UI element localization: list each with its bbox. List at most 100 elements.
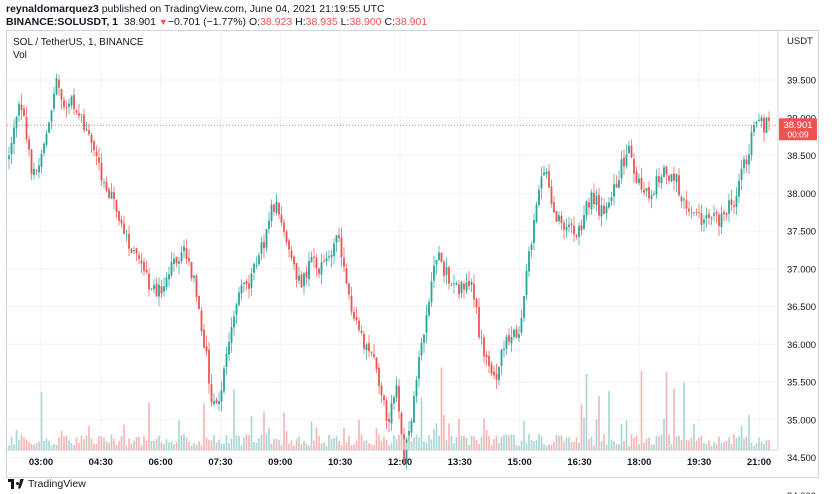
candle[interactable] [508,335,510,342]
volume-bar[interactable] [210,440,213,450]
candle[interactable] [105,181,108,191]
candle[interactable] [90,134,93,144]
footer-brand[interactable]: TradingView [28,478,86,490]
volume-bar[interactable] [130,443,133,450]
volume-bar[interactable] [250,416,253,450]
candle[interactable] [88,130,90,135]
candle[interactable] [75,110,78,113]
candle[interactable] [393,397,395,404]
candle[interactable] [413,396,415,423]
volume-bar[interactable] [103,437,105,450]
candle[interactable] [608,202,610,208]
volume-bar[interactable] [18,439,20,450]
volume-bar[interactable] [330,439,333,450]
candle[interactable] [38,165,40,173]
candle[interactable] [555,211,558,222]
volume-bar[interactable] [390,443,393,450]
volume-bar[interactable] [325,445,328,450]
volume-bar[interactable] [283,412,285,450]
candle[interactable] [605,206,608,214]
volume-bar[interactable] [560,435,563,450]
candle[interactable] [625,154,628,167]
candle[interactable] [595,195,598,206]
candle[interactable] [520,317,523,333]
candle[interactable] [333,243,335,256]
candle[interactable] [120,219,123,224]
candle[interactable] [410,421,413,433]
candle[interactable] [643,189,645,193]
volume-bar[interactable] [695,440,698,450]
candle[interactable] [503,348,505,351]
candle[interactable] [365,344,368,351]
candle[interactable] [83,114,85,131]
candle[interactable] [475,299,478,308]
candle[interactable] [515,329,518,338]
volume-bar[interactable] [735,437,738,450]
volume-bar[interactable] [578,442,580,450]
volume-bar[interactable] [465,437,468,450]
candle[interactable] [100,162,103,181]
volume-bar[interactable] [570,442,573,450]
candle[interactable] [768,117,770,121]
volume-bar[interactable] [593,445,595,450]
candle[interactable] [618,180,620,188]
volume-bar[interactable] [90,438,93,450]
candle[interactable] [485,354,488,358]
volume-bar[interactable] [355,440,358,450]
candle[interactable] [315,257,318,269]
candle[interactable] [145,269,148,273]
volume-bar[interactable] [53,444,55,450]
candle[interactable] [155,283,158,297]
volume-bar[interactable] [363,441,365,450]
candle[interactable] [35,170,38,172]
volume-bar[interactable] [508,435,510,450]
volume-bar[interactable] [660,434,663,450]
volume-bar[interactable] [200,445,203,450]
volume-bar[interactable] [763,443,765,450]
candle[interactable] [483,337,485,357]
volume-bar[interactable] [288,443,290,450]
candle[interactable] [300,274,303,288]
candle[interactable] [645,188,648,192]
volume-bar[interactable] [165,439,168,450]
volume-bar[interactable] [503,434,505,450]
candle[interactable] [125,234,128,236]
volume-bar[interactable] [345,442,348,450]
candle[interactable] [353,312,355,319]
volume-bar[interactable] [445,440,448,450]
volume-bar[interactable] [350,445,353,450]
candle[interactable] [20,104,23,111]
volume-bar[interactable] [293,445,295,450]
candle[interactable] [390,403,393,424]
volume-bar[interactable] [710,445,713,450]
volume-bar[interactable] [533,441,535,450]
volume-bar[interactable] [123,424,125,450]
candle[interactable] [438,252,440,260]
candle[interactable] [110,191,113,199]
candle[interactable] [323,260,325,262]
volume-bar[interactable] [605,444,608,450]
volume-bar[interactable] [145,440,148,450]
volume-bar[interactable] [13,444,15,450]
candle[interactable] [28,139,30,150]
candle[interactable] [58,79,60,88]
volume-bar[interactable] [525,442,528,450]
volume-bar[interactable] [643,442,645,450]
candle[interactable] [535,204,538,222]
volume-bar[interactable] [618,444,620,450]
candle[interactable] [233,316,235,328]
volume-bar[interactable] [305,443,308,450]
candle[interactable] [600,205,603,217]
volume-bar[interactable] [430,439,433,450]
volume-bar[interactable] [505,434,508,450]
candle[interactable] [423,334,425,343]
candle[interactable] [313,256,315,258]
candle[interactable] [200,310,203,332]
volume-bar[interactable] [728,437,730,450]
candle[interactable] [693,212,695,213]
candle[interactable] [558,215,560,221]
candle[interactable] [753,125,755,133]
volume-bar[interactable] [635,435,638,450]
volume-bar[interactable] [585,373,588,450]
volume-bar[interactable] [370,444,373,450]
